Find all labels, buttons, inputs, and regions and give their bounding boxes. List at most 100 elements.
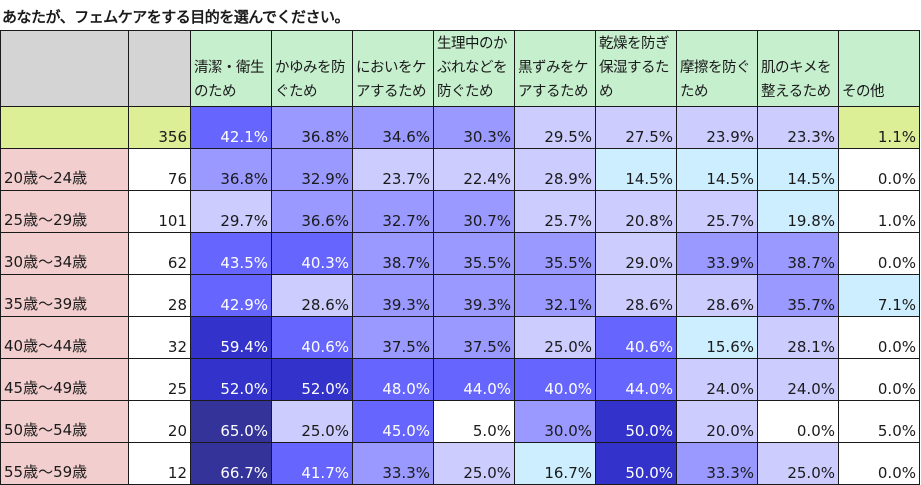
row-label: 25歳～29歳 bbox=[0, 190, 129, 233]
value-cell: 59.4% bbox=[190, 316, 272, 359]
table-row: 55歳～59歳 12 66.7% 41.7% 33.3% 25.0% 16.7% 50.0% 3… bbox=[0, 442, 920, 485]
value-cell: 20.8% bbox=[595, 190, 677, 233]
value-cell: 33.3% bbox=[676, 442, 758, 485]
value-cell: 28.1% bbox=[757, 316, 839, 359]
crosstab-table: 清潔・衛生のため かゆみを防ぐため においをケアするため 生理中のかぶれなどを防… bbox=[0, 30, 920, 485]
value-cell: 41.7% bbox=[271, 442, 353, 485]
total-row: 356 42.1% 36.8% 34.6% 30.3% 29.5% 27.5% 23.9% 23… bbox=[0, 106, 920, 149]
value-cell: 1.0% bbox=[838, 190, 920, 233]
value-cell: 29.7% bbox=[190, 190, 272, 233]
value-cell: 24.0% bbox=[676, 358, 758, 401]
value-cell: 42.1% bbox=[190, 106, 272, 149]
header-n-cell bbox=[128, 30, 191, 107]
column-header: 肌のキメを整えるため bbox=[757, 30, 839, 107]
value-cell: 35.7% bbox=[757, 274, 839, 317]
value-cell: 50.0% bbox=[595, 442, 677, 485]
page-title: あなたが、フェムケアをする目的を選んでください。 bbox=[2, 8, 349, 26]
column-header: においをケアするため bbox=[352, 30, 434, 107]
value-cell: 38.7% bbox=[352, 232, 434, 275]
value-cell: 20.0% bbox=[676, 400, 758, 443]
value-cell: 16.7% bbox=[514, 442, 596, 485]
sample-size-cell: 32 bbox=[128, 316, 191, 359]
value-cell: 25.0% bbox=[271, 400, 353, 443]
sample-size-cell: 12 bbox=[128, 442, 191, 485]
table-row: 45歳～49歳 25 52.0% 52.0% 48.0% 44.0% 40.0% 44.0% 2… bbox=[0, 358, 920, 401]
value-cell: 1.1% bbox=[838, 106, 920, 149]
row-label: 45歳～49歳 bbox=[0, 358, 129, 401]
sample-size-cell: 101 bbox=[128, 190, 191, 233]
value-cell: 39.3% bbox=[352, 274, 434, 317]
header-corner-cell bbox=[0, 30, 129, 107]
value-cell: 28.9% bbox=[514, 148, 596, 191]
value-cell: 36.6% bbox=[271, 190, 353, 233]
value-cell: 65.0% bbox=[190, 400, 272, 443]
value-cell: 0.0% bbox=[838, 442, 920, 485]
value-cell: 28.6% bbox=[271, 274, 353, 317]
value-cell: 52.0% bbox=[190, 358, 272, 401]
value-cell: 7.1% bbox=[838, 274, 920, 317]
value-cell: 40.3% bbox=[271, 232, 353, 275]
row-label: 55歳～59歳 bbox=[0, 442, 129, 485]
value-cell: 33.3% bbox=[352, 442, 434, 485]
column-header: 摩擦を防ぐため bbox=[676, 30, 758, 107]
value-cell: 28.6% bbox=[595, 274, 677, 317]
column-header: 乾燥を防ぎ保湿するため bbox=[595, 30, 677, 107]
value-cell: 52.0% bbox=[271, 358, 353, 401]
value-cell: 30.3% bbox=[433, 106, 515, 149]
value-cell: 14.5% bbox=[757, 148, 839, 191]
value-cell: 66.7% bbox=[190, 442, 272, 485]
value-cell: 29.5% bbox=[514, 106, 596, 149]
value-cell: 40.6% bbox=[595, 316, 677, 359]
value-cell: 5.0% bbox=[433, 400, 515, 443]
value-cell: 39.3% bbox=[433, 274, 515, 317]
row-label: 35歳～39歳 bbox=[0, 274, 129, 317]
value-cell: 14.5% bbox=[676, 148, 758, 191]
row-label: 30歳～34歳 bbox=[0, 232, 129, 275]
value-cell: 32.9% bbox=[271, 148, 353, 191]
value-cell: 37.5% bbox=[352, 316, 434, 359]
value-cell: 44.0% bbox=[433, 358, 515, 401]
value-cell: 25.0% bbox=[514, 316, 596, 359]
table-row: 25歳～29歳 101 29.7% 36.6% 32.7% 30.7% 25.7% 20.8%… bbox=[0, 190, 920, 233]
sample-size-cell: 76 bbox=[128, 148, 191, 191]
value-cell: 23.7% bbox=[352, 148, 434, 191]
value-cell: 25.0% bbox=[433, 442, 515, 485]
table-row: 30歳～34歳 62 43.5% 40.3% 38.7% 35.5% 35.5% 29.0% 3… bbox=[0, 232, 920, 275]
sample-size-cell: 20 bbox=[128, 400, 191, 443]
value-cell: 33.9% bbox=[676, 232, 758, 275]
value-cell: 42.9% bbox=[190, 274, 272, 317]
value-cell: 34.6% bbox=[352, 106, 434, 149]
sample-size-cell: 28 bbox=[128, 274, 191, 317]
value-cell: 23.9% bbox=[676, 106, 758, 149]
value-cell: 28.6% bbox=[676, 274, 758, 317]
value-cell: 40.6% bbox=[271, 316, 353, 359]
value-cell: 5.0% bbox=[838, 400, 920, 443]
sample-size-cell: 62 bbox=[128, 232, 191, 275]
value-cell: 36.8% bbox=[190, 148, 272, 191]
value-cell: 27.5% bbox=[595, 106, 677, 149]
value-cell: 35.5% bbox=[514, 232, 596, 275]
value-cell: 0.0% bbox=[838, 316, 920, 359]
value-cell: 48.0% bbox=[352, 358, 434, 401]
value-cell: 29.0% bbox=[595, 232, 677, 275]
value-cell: 24.0% bbox=[757, 358, 839, 401]
sample-size-cell: 25 bbox=[128, 358, 191, 401]
value-cell: 37.5% bbox=[433, 316, 515, 359]
value-cell: 25.0% bbox=[757, 442, 839, 485]
table-row: 20歳～24歳 76 36.8% 32.9% 23.7% 22.4% 28.9% 14.5% 1… bbox=[0, 148, 920, 191]
value-cell: 50.0% bbox=[595, 400, 677, 443]
value-cell: 44.0% bbox=[595, 358, 677, 401]
value-cell: 38.7% bbox=[757, 232, 839, 275]
value-cell: 19.8% bbox=[757, 190, 839, 233]
value-cell: 30.7% bbox=[433, 190, 515, 233]
row-label: 50歳～54歳 bbox=[0, 400, 129, 443]
table-row: 50歳～54歳 20 65.0% 25.0% 45.0% 5.0% 30.0% 50.0% 20… bbox=[0, 400, 920, 443]
value-cell: 36.8% bbox=[271, 106, 353, 149]
column-header: かゆみを防ぐため bbox=[271, 30, 353, 107]
column-header: その他 bbox=[838, 30, 920, 107]
column-header: 生理中のかぶれなどを防ぐため bbox=[433, 30, 515, 107]
sample-size-cell: 356 bbox=[128, 106, 191, 149]
value-cell: 22.4% bbox=[433, 148, 515, 191]
value-cell: 0.0% bbox=[838, 232, 920, 275]
value-cell: 0.0% bbox=[838, 148, 920, 191]
